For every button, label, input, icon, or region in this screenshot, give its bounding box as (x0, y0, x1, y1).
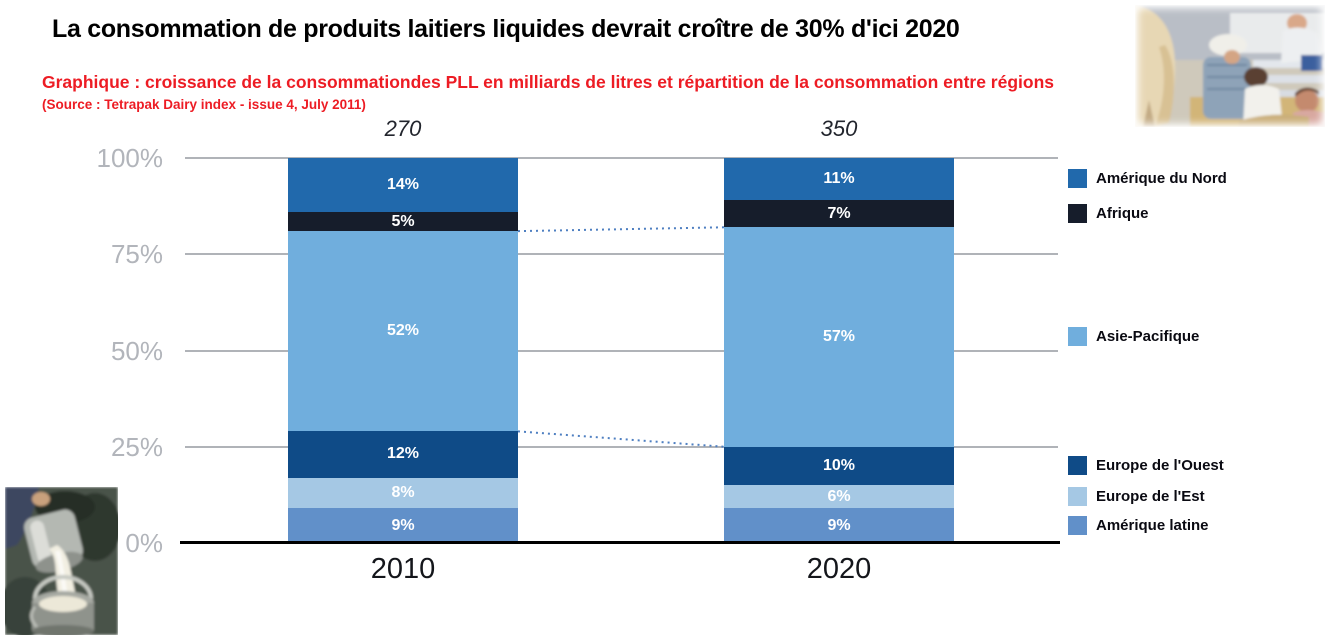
segment-value-label: 5% (391, 212, 415, 230)
gridline (185, 349, 1058, 352)
legend-item-5: Amérique latine (1068, 515, 1209, 535)
legend-label: Afrique (1096, 204, 1149, 222)
bar-2010: 14% 5% 52% 12% 8% 9% (288, 158, 518, 543)
chart-subtitle: Graphique : croissance de la consommatio… (42, 72, 1055, 92)
bar-segment-2010-0: 14% (288, 158, 518, 212)
segment-value-label: 7% (827, 204, 851, 222)
legend-item-1: Afrique (1068, 203, 1149, 223)
farm-milking-photo (1135, 5, 1325, 127)
segment-value-label: 9% (827, 516, 851, 534)
bar-segment-2010-4: 8% (288, 477, 518, 509)
milk-pail-graphic (5, 487, 118, 635)
farm-photo-graphic (1135, 5, 1325, 127)
bar-segment-2020-2: 57% (724, 227, 954, 447)
x-axis-label: 2020 (806, 553, 872, 585)
bar-total-label: 350 (820, 116, 858, 141)
chart-source: (Source : Tetrapak Dairy index - issue 4… (42, 97, 366, 112)
bar-segment-2020-1: 7% (724, 200, 954, 228)
bar-segment-2010-2: 52% (288, 231, 518, 432)
segment-value-label: 10% (822, 456, 856, 474)
y-axis-tick-label: 100% (96, 143, 164, 173)
segment-value-label: 8% (391, 483, 415, 501)
segment-value-label: 9% (391, 516, 415, 534)
y-axis-tick-label: 25% (110, 431, 163, 462)
legend-swatch (1068, 456, 1087, 475)
segment-value-label: 14% (386, 175, 420, 193)
legend-swatch (1068, 203, 1087, 223)
bar-segment-2020-0: 11% (724, 158, 954, 201)
legend-item-3: Europe de l'Ouest (1068, 456, 1224, 475)
legend-label: Europe de l'Est (1096, 487, 1205, 505)
segment-value-label: 6% (827, 487, 851, 505)
bar-segment-2010-1: 5% (288, 211, 518, 232)
legend-item-2: Asie-Pacifique (1068, 327, 1200, 347)
bar-segment-2010-3: 12% (288, 431, 518, 478)
x-axis-line (180, 541, 1060, 544)
connector-line-0 (517, 226, 725, 233)
legend-label: Amérique du Nord (1096, 170, 1227, 188)
legend-label: Asie-Pacifique (1096, 328, 1200, 346)
gridline (185, 157, 1058, 159)
segment-value-label: 57% (822, 328, 856, 345)
legend-item-4: Europe de l'Est (1068, 486, 1205, 506)
legend-label: Amérique latine (1096, 516, 1209, 534)
legend-swatch (1068, 327, 1087, 347)
bar-2020: 11% 7% 57% 10% 6% 9% (724, 158, 954, 543)
x-axis-label: 2010 (370, 553, 436, 585)
bar-segment-2020-4: 6% (724, 485, 954, 509)
gridline (185, 253, 1058, 256)
y-axis-tick-label: 50% (110, 335, 163, 366)
bar-segment-2020-3: 10% (724, 446, 954, 486)
milk-pail-photo (5, 487, 118, 635)
connector-line-1 (517, 430, 725, 448)
bar-segment-2010-5: 9% (288, 508, 518, 543)
y-axis-tick-label: 0% (125, 528, 163, 558)
legend-swatch (1068, 515, 1087, 535)
bar-segment-2020-5: 9% (724, 508, 954, 543)
chart-title: La consommation de produits laitiers liq… (52, 15, 960, 43)
legend-label: Europe de l'Ouest (1096, 457, 1224, 474)
legend-swatch (1068, 486, 1087, 506)
bar-total-label: 270 (384, 116, 422, 141)
legend-swatch (1068, 169, 1087, 189)
segment-value-label: 52% (386, 322, 420, 340)
segment-value-label: 11% (823, 170, 855, 188)
legend-item-0: Amérique du Nord (1068, 169, 1227, 189)
segment-value-label: 12% (386, 445, 420, 463)
y-axis-tick-label: 75% (110, 239, 163, 270)
